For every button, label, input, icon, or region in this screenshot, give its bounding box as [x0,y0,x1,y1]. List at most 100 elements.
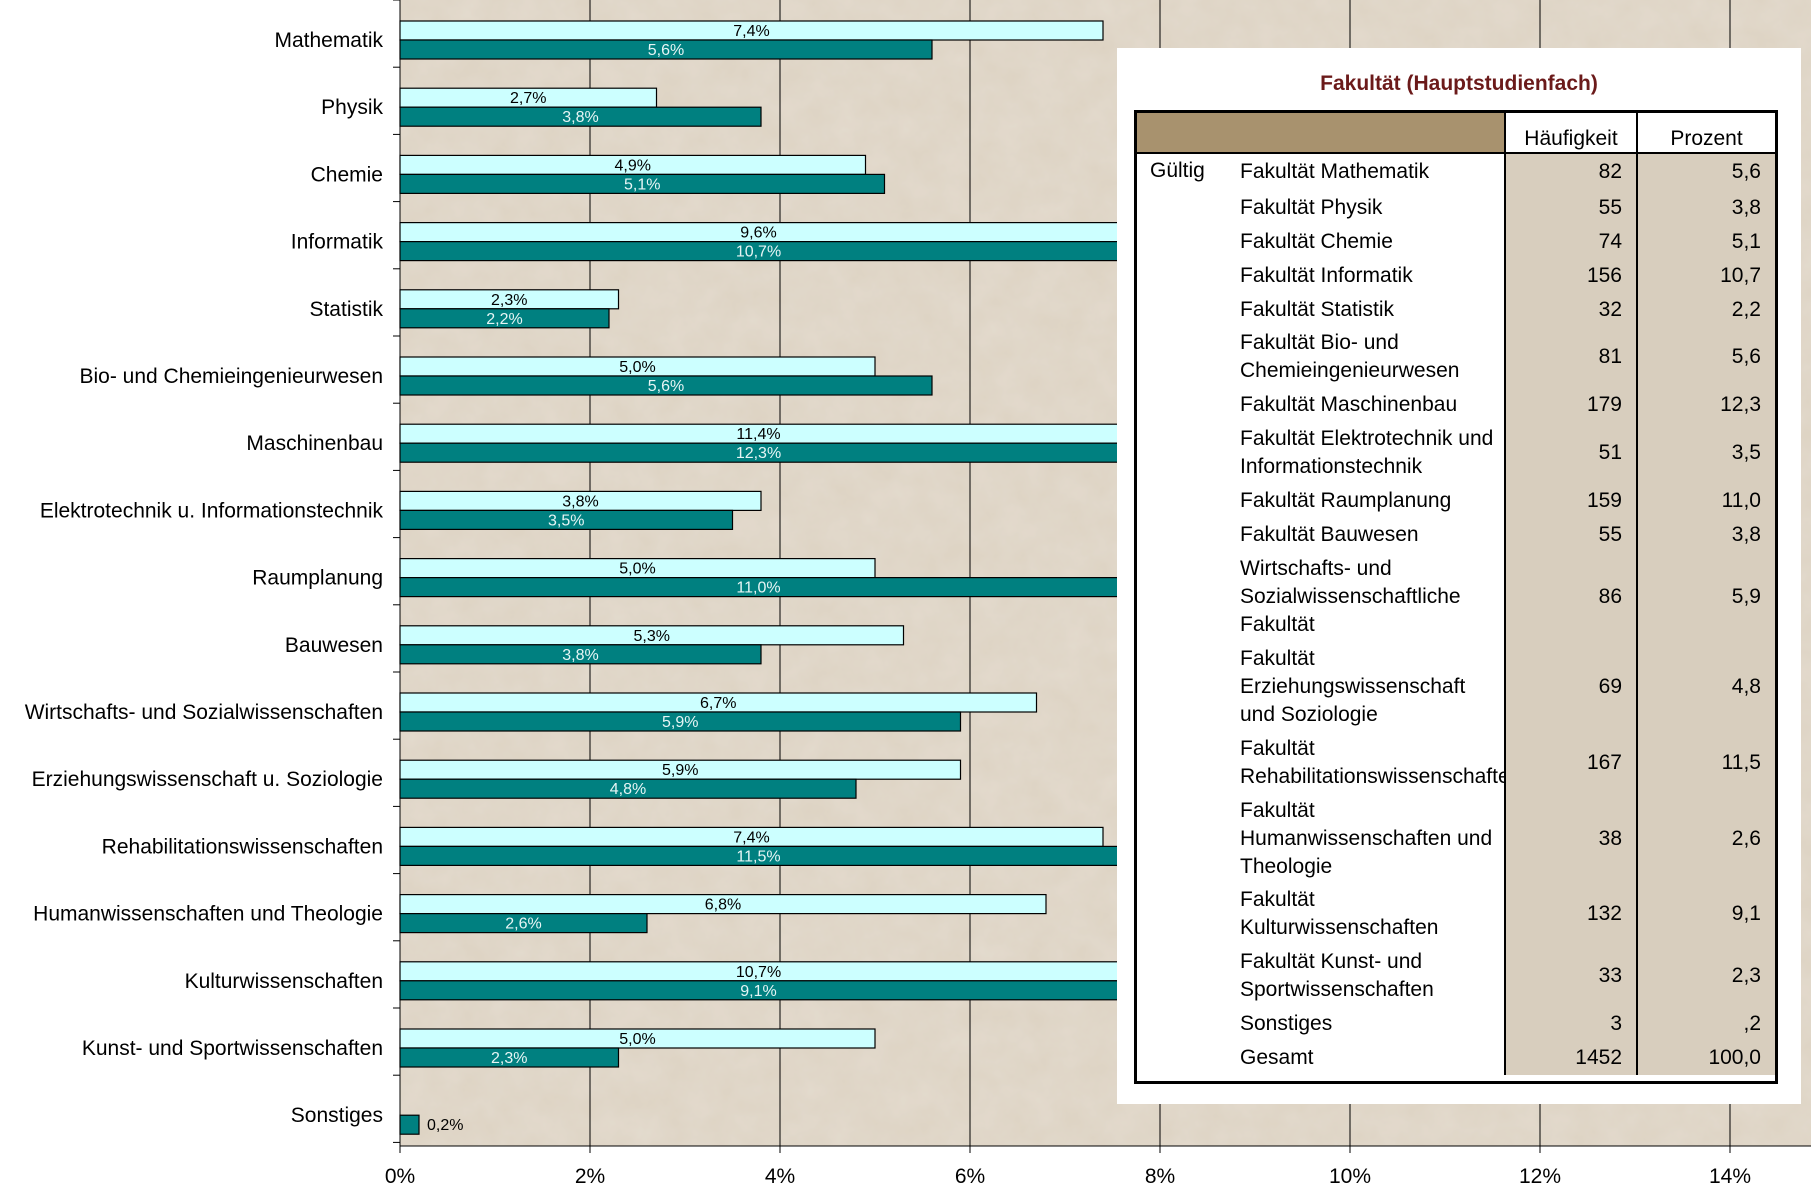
row-percent: 4,8 [1638,641,1775,732]
data-label: 7,4% [733,829,769,846]
row-count: 159 [1506,484,1638,519]
category-label: Rehabilitationswissenschaften [102,835,383,858]
x-tick-label: 4% [765,1165,795,1187]
data-label: 11,4% [736,426,780,443]
row-percent: 5,1 [1638,224,1775,259]
data-label: 6,8% [705,897,741,914]
table-header-blank [1137,113,1506,154]
row-label: Fakultät Informatik [1237,258,1506,293]
data-label: 5,0% [619,1031,655,1048]
row-group-blank [1137,484,1237,518]
row-group-blank [1137,1041,1237,1075]
row-count: 55 [1506,518,1638,552]
row-count: 82 [1506,154,1638,191]
table-title: Fakultät (Hauptstudienfach) [1320,72,1598,95]
row-count: 86 [1506,551,1638,642]
row-group-blank [1137,259,1237,293]
data-label: 2,2% [486,311,522,328]
data-label: 5,6% [648,378,684,395]
data-label: 4,9% [615,157,651,174]
category-label: Mathematik [274,29,383,52]
row-label: Fakultät Physik [1237,190,1506,225]
row-percent: 3,5 [1638,422,1775,485]
x-tick-label: 12% [1519,1165,1561,1187]
row-group-blank [1137,388,1237,422]
row-label: Fakultät Humanwissenschaften und Theolog… [1237,793,1506,884]
row-label: Fakultät Statistik [1237,292,1506,327]
data-label: 5,0% [619,561,655,578]
row-percent: 9,1 [1638,883,1775,946]
row-count: 33 [1506,945,1638,1008]
row-count: 81 [1506,326,1638,389]
category-label: Elektrotechnik u. Informationstechnik [40,499,384,522]
category-label: Wirtschafts- und Sozialwissenschaften [25,701,383,724]
row-label: Fakultät Kunst- und Sportwissenschaften [1237,945,1506,1008]
data-label: 10,7% [736,964,781,981]
category-label: Bauwesen [285,634,383,657]
category-label: Bio- und Chemieingenieurwesen [79,365,383,388]
row-count: 1452 [1506,1041,1638,1076]
row-percent: 2,3 [1638,945,1775,1008]
row-percent: 5,9 [1638,551,1775,642]
row-label: Fakultät Bio- und Chemieingenieurwesen [1237,326,1506,389]
row-percent: 2,2 [1638,292,1775,327]
row-group-blank [1137,1007,1237,1041]
row-count: 179 [1506,388,1638,423]
category-label: Raumplanung [252,567,383,590]
data-label: 0,2% [427,1117,463,1134]
row-label: Fakultät Raumplanung [1237,484,1506,519]
row-percent: 100,0 [1638,1041,1775,1076]
data-label: 11,0% [736,580,780,597]
row-percent: 12,3 [1638,388,1775,423]
row-percent: 2,6 [1638,793,1775,884]
row-label: Fakultät Elektrotechnik und Informations… [1237,422,1506,485]
row-count: 3 [1506,1007,1638,1042]
data-label: 7,4% [733,23,769,40]
category-label: Humanwissenschaften und Theologie [33,903,383,926]
row-label: Wirtschafts- und Sozialwissenschaftliche… [1237,551,1506,642]
data-label: 9,1% [740,983,776,1000]
x-tick-label: 10% [1329,1165,1371,1187]
data-label: 5,6% [648,42,684,59]
row-group-blank [1137,642,1237,732]
category-label: Kulturwissenschaften [185,970,383,993]
row-label: Fakultät Mathematik [1237,154,1506,191]
row-count: 132 [1506,883,1638,946]
column-header-count: Häufigkeit [1506,113,1638,154]
data-label: 3,8% [562,647,598,664]
data-label: 11,5% [736,848,780,865]
row-count: 74 [1506,224,1638,259]
data-label: 5,0% [619,359,655,376]
x-tick-label: 8% [1145,1165,1175,1187]
category-label: Statistik [309,298,383,321]
category-label: Sonstiges [291,1104,383,1127]
data-label: 6,7% [700,695,736,712]
row-label: Fakultät Chemie [1237,224,1506,259]
category-label: Informatik [291,231,384,254]
data-label: 3,8% [562,493,598,510]
row-percent: 11,5 [1638,731,1775,794]
row-group-blank [1137,225,1237,259]
x-tick-label: 2% [575,1165,605,1187]
column-header-percent: Prozent [1638,113,1775,154]
category-label: Physik [321,96,383,119]
data-label: 3,5% [548,512,584,529]
data-label: 5,9% [662,762,698,779]
data-label: 9,6% [740,225,776,242]
row-group-blank [1137,326,1237,388]
row-label: Fakultät Rehabilitationswissenschaften [1237,731,1521,794]
row-count: 69 [1506,641,1638,732]
data-label: 12,3% [736,445,781,462]
frequency-table-panel: Fakultät (Hauptstudienfach) Häufigkeit P… [1117,48,1801,1104]
row-group-blank [1137,518,1237,552]
row-percent: 5,6 [1638,154,1775,191]
row-label: Sonstiges [1237,1007,1506,1042]
row-count: 51 [1506,422,1638,485]
data-label: 5,3% [634,628,670,645]
row-group-label: Gültig [1150,159,1205,182]
row-group-blank [1137,732,1237,794]
row-label: Fakultät Kulturwissenschaften [1237,883,1506,946]
row-percent: 11,0 [1638,484,1775,519]
row-count: 156 [1506,258,1638,293]
data-label: 2,6% [505,916,541,933]
